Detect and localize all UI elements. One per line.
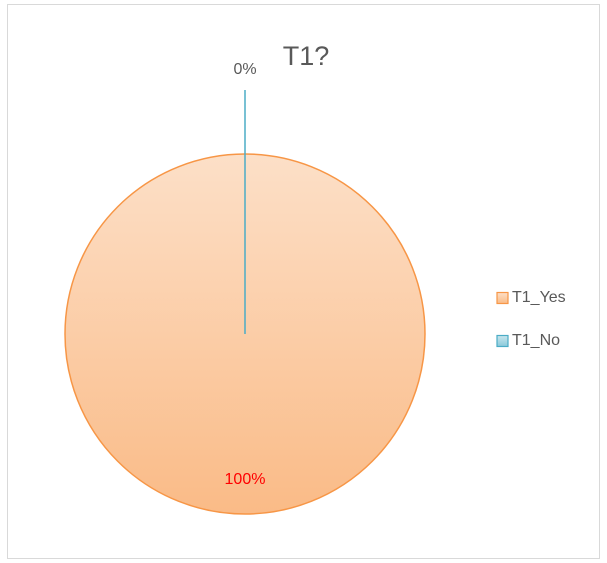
legend-swatch bbox=[496, 334, 509, 348]
data-label: 100% bbox=[225, 471, 266, 488]
legend-swatch bbox=[496, 291, 509, 305]
legend-label: T1_No bbox=[512, 332, 560, 349]
chart-title: T1? bbox=[283, 41, 330, 71]
data-label: 0% bbox=[233, 61, 256, 78]
legend-label: T1_Yes bbox=[512, 289, 566, 306]
